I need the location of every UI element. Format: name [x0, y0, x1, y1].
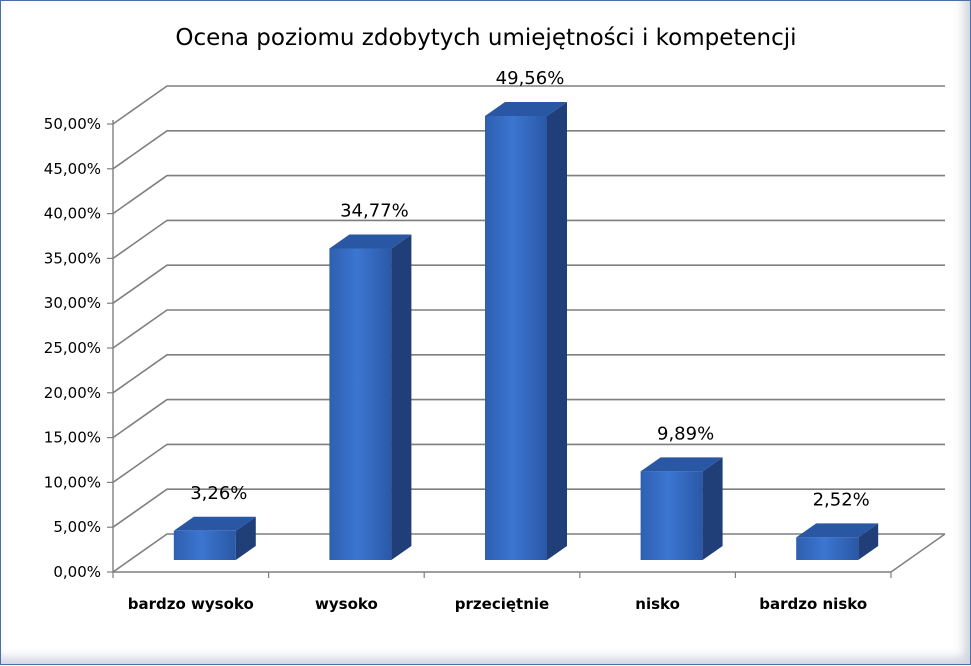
data-label: 34,77% [340, 200, 409, 221]
gridline [112, 85, 945, 125]
bar-top [485, 101, 567, 116]
gridline [112, 264, 945, 304]
y-tick-label: 45,00% [44, 160, 101, 178]
category-label: bardzo nisko [759, 595, 867, 613]
bar-front [796, 537, 859, 560]
y-tick-label: 30,00% [44, 294, 101, 312]
bar-bardzo-nisko [796, 523, 879, 560]
bar-bardzo-wysoko [173, 516, 256, 560]
data-labels: 3,26% 34,77% 49,56% 9,89% 2,52% [190, 68, 870, 510]
gridlines [112, 85, 945, 573]
gridline [112, 309, 945, 349]
bar-wysoko [329, 234, 412, 560]
gridline [112, 219, 945, 260]
bar-side [547, 101, 567, 561]
data-label: 9,89% [657, 423, 714, 444]
category-label: bardzo wysoko [128, 595, 254, 613]
gridline [112, 174, 945, 215]
category-label: przeciętnie [455, 595, 549, 613]
gridline [112, 130, 945, 170]
y-tick-labels: 0,00% 5,00% 10,00% 15,00% 20,00% 25,00% 30,00%… [44, 115, 101, 581]
bar-front [329, 248, 392, 560]
y-tick-label: 50,00% [44, 115, 101, 133]
y-tick-label: 15,00% [44, 429, 101, 447]
data-label: 3,26% [190, 483, 247, 504]
chart-title: Ocena poziomu zdobytych umiejętności i k… [175, 25, 796, 51]
bar-przeciętnie [485, 101, 567, 561]
bar-side [702, 457, 723, 560]
data-label: 49,56% [496, 68, 565, 89]
bar-side [858, 523, 879, 560]
gridline [112, 354, 945, 394]
y-tick-label: 0,00% [53, 563, 101, 581]
bar-side [235, 516, 256, 560]
bar-front [640, 471, 703, 560]
gridline [112, 398, 945, 439]
bar-side [391, 234, 412, 560]
bar-top [329, 234, 412, 249]
x-tick-labels: bardzo wysoko wysoko przeciętnie nisko bardz… [128, 595, 867, 613]
y-tick-label: 5,00% [53, 518, 101, 536]
y-tick-label: 20,00% [44, 384, 101, 402]
bar-top [640, 457, 723, 472]
bar-top [796, 523, 879, 538]
gridline [112, 443, 945, 484]
data-label: 2,52% [813, 489, 870, 510]
bar-top [173, 516, 256, 531]
category-label: nisko [635, 595, 680, 613]
bar-front [485, 115, 547, 561]
y-tick-label: 25,00% [44, 339, 101, 357]
bar-front [173, 530, 236, 560]
category-label: wysoko [315, 595, 378, 613]
y-tick-label: 35,00% [44, 249, 101, 267]
axes [107, 120, 946, 578]
bar-nisko [640, 457, 723, 560]
y-tick-label: 40,00% [44, 205, 101, 223]
bars [173, 101, 879, 561]
y-tick-label: 10,00% [44, 473, 101, 491]
